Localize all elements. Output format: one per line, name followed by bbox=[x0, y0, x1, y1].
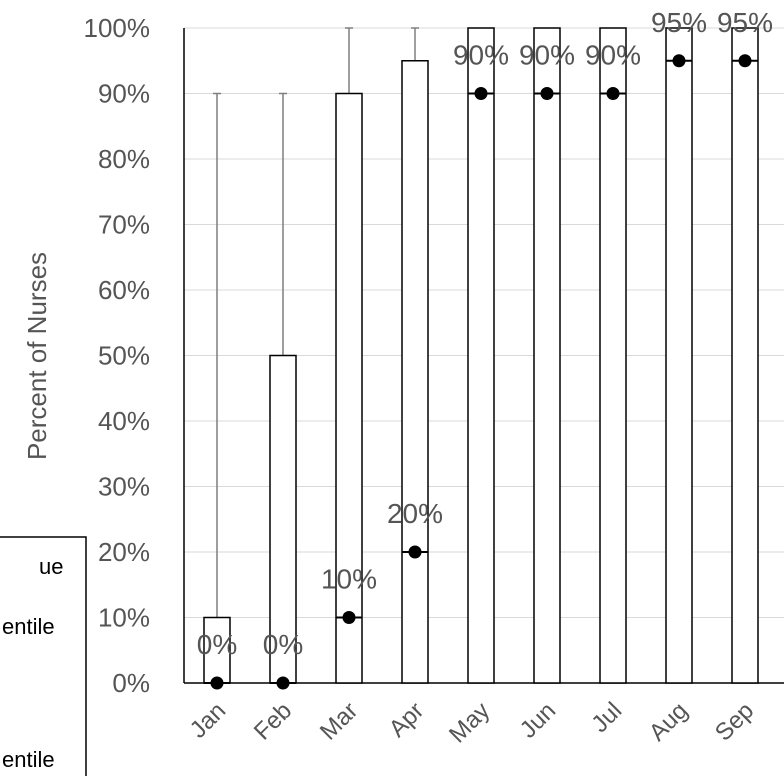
median-label: 90% bbox=[519, 40, 575, 71]
y-tick-label: 80% bbox=[98, 144, 150, 174]
x-tick-label: Apr bbox=[384, 697, 430, 743]
box bbox=[731, 27, 759, 684]
legend-box bbox=[0, 536, 87, 776]
box-apr bbox=[401, 27, 429, 684]
median-point bbox=[210, 676, 224, 690]
box-mar bbox=[335, 27, 363, 684]
box bbox=[401, 60, 429, 684]
median-point bbox=[276, 676, 290, 690]
x-axis-ticks: Jan Feb Mar Apr May Jun Jul Aug Sep bbox=[185, 697, 759, 748]
x-tick-label: Jul bbox=[586, 697, 627, 738]
median-label: 95% bbox=[651, 7, 707, 38]
box-jan bbox=[203, 92, 231, 690]
box-plots bbox=[203, 27, 759, 690]
median-labels: 0% 0% 10% 20% 90% 90% 90% 95% 95% bbox=[197, 7, 773, 660]
box bbox=[269, 354, 297, 684]
box-feb bbox=[269, 92, 297, 690]
y-tick-label: 70% bbox=[98, 210, 150, 240]
median-label: 20% bbox=[387, 498, 443, 529]
median-label: 0% bbox=[197, 629, 237, 660]
y-axis-ticks: 0% 10% 20% 30% 40% 50% 60% 70% 80% 90% 100% bbox=[84, 13, 151, 698]
x-tick-label: Aug bbox=[644, 697, 693, 746]
y-tick-label: 30% bbox=[98, 472, 150, 502]
legend: ue entile entile bbox=[0, 536, 87, 776]
median-label: 95% bbox=[717, 7, 773, 38]
x-tick-label: Sep bbox=[710, 697, 759, 746]
y-axis-label: Percent of Nurses bbox=[22, 252, 52, 460]
median-point bbox=[408, 545, 422, 559]
y-tick-label: 0% bbox=[112, 668, 150, 698]
x-tick-label: May bbox=[444, 697, 495, 748]
box-sep bbox=[731, 27, 759, 684]
box-jul bbox=[599, 27, 627, 684]
x-tick-label: Jan bbox=[185, 697, 231, 743]
y-tick-label: 60% bbox=[98, 275, 150, 305]
box-may bbox=[467, 27, 495, 684]
median-point bbox=[672, 54, 686, 68]
legend-entry-1: ue bbox=[39, 554, 63, 579]
x-tick-label: Mar bbox=[315, 697, 363, 745]
median-point bbox=[540, 87, 554, 100]
y-tick-label: 100% bbox=[84, 13, 151, 43]
median-point bbox=[606, 87, 620, 100]
x-tick-label: Jun bbox=[515, 697, 561, 743]
box-aug bbox=[665, 27, 693, 684]
y-tick-label: 20% bbox=[98, 537, 150, 567]
median-label: 90% bbox=[453, 40, 509, 71]
box bbox=[467, 27, 495, 684]
box bbox=[665, 27, 693, 684]
box bbox=[599, 27, 627, 684]
x-tick-label: Feb bbox=[249, 697, 297, 745]
legend-entry-3: entile bbox=[2, 747, 55, 772]
box bbox=[335, 92, 363, 684]
median-label: 90% bbox=[585, 40, 641, 71]
median-point bbox=[342, 611, 356, 624]
box-jun bbox=[533, 27, 561, 684]
y-tick-label: 10% bbox=[98, 603, 150, 633]
legend-entry-2: entile bbox=[2, 614, 55, 639]
median-point bbox=[474, 87, 488, 100]
y-tick-label: 40% bbox=[98, 406, 150, 436]
median-point bbox=[738, 54, 752, 68]
median-label: 10% bbox=[321, 564, 377, 595]
median-label: 0% bbox=[263, 629, 303, 660]
y-tick-label: 50% bbox=[98, 341, 150, 371]
box bbox=[533, 27, 561, 684]
y-tick-label: 90% bbox=[98, 79, 150, 109]
